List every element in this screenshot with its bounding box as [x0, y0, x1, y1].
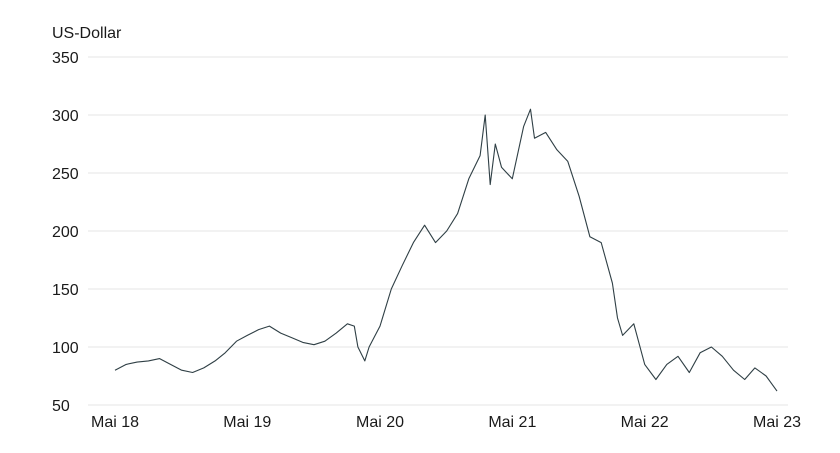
y-tick-label: 100 — [52, 340, 79, 357]
series-line-0 — [114, 108, 778, 392]
x-tick-label: Mai 22 — [621, 414, 669, 431]
x-axis-ticks: Mai 18 Mai 19 Mai 20 Mai 21 Mai 22 Mai 23 — [91, 414, 801, 431]
y-tick-label: 250 — [52, 166, 79, 183]
series-layer — [114, 108, 778, 392]
x-tick-label: Mai 23 — [753, 414, 801, 431]
x-tick-label: Mai 19 — [223, 414, 271, 431]
y-tick-label: 300 — [52, 108, 79, 125]
y-tick-label: 200 — [52, 224, 79, 241]
y-axis-unit-label: US-Dollar — [52, 25, 122, 42]
y-tick-label: 50 — [52, 398, 70, 415]
x-tick-label: Mai 21 — [488, 414, 536, 431]
x-tick-label: Mai 20 — [356, 414, 404, 431]
y-axis-ticks: 50 100 150 200 250 300 350 — [52, 50, 79, 415]
y-tick-label: 150 — [52, 282, 79, 299]
grid-lines — [88, 56, 788, 406]
x-tick-label: Mai 18 — [91, 414, 139, 431]
y-tick-label: 350 — [52, 50, 79, 67]
